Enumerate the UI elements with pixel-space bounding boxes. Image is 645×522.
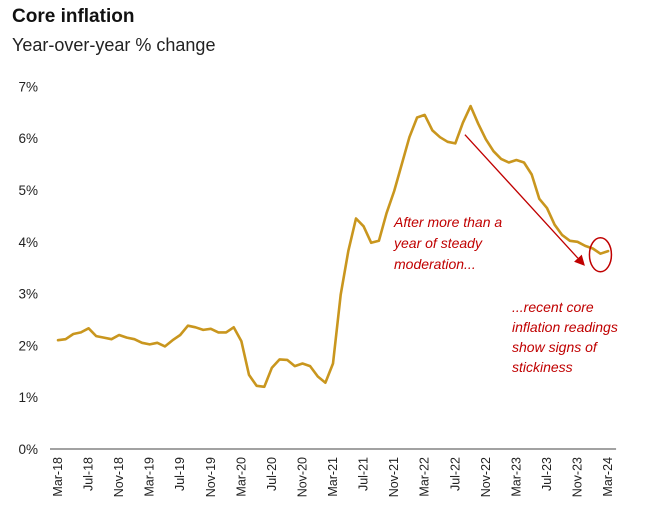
x-axis-ticks: Mar-18 Jul-18 Nov-18 Mar-19 Jul-19 Nov-19 Mar-… bbox=[51, 457, 615, 497]
y-tick-label: 4% bbox=[18, 235, 38, 250]
x-tick-label: Nov-20 bbox=[295, 457, 309, 497]
x-tick-label: Nov-19 bbox=[204, 457, 218, 497]
annotation-stickiness-text: show signs of bbox=[512, 339, 599, 355]
x-tick-label: Jul-18 bbox=[82, 457, 96, 491]
x-tick-label: Mar-22 bbox=[418, 457, 432, 497]
core-inflation-line bbox=[56, 104, 610, 389]
x-tick-label: Jul-20 bbox=[265, 457, 279, 491]
annotation-stickiness-text: stickiness bbox=[512, 359, 573, 375]
y-tick-label: 7% bbox=[18, 79, 38, 94]
x-tick-label: Nov-23 bbox=[571, 457, 585, 497]
x-tick-label: Jul-23 bbox=[540, 457, 554, 491]
x-tick-label: Nov-18 bbox=[112, 457, 126, 497]
y-axis-ticks: 0% 1% 2% 3% 4% 5% 6% 7% bbox=[18, 79, 38, 457]
annotation-moderation-text: moderation... bbox=[394, 256, 476, 272]
x-tick-label: Mar-23 bbox=[509, 457, 523, 497]
x-tick-label: Jul-21 bbox=[357, 457, 371, 491]
x-tick-label: Mar-21 bbox=[326, 457, 340, 497]
y-tick-label: 2% bbox=[18, 338, 38, 353]
highlight-ellipse bbox=[588, 236, 613, 273]
annotations: After more than a year of steady moderatio… bbox=[393, 134, 618, 375]
x-tick-label: Mar-18 bbox=[51, 457, 65, 497]
annotation-stickiness-text: ...recent core bbox=[512, 299, 594, 315]
y-tick-label: 1% bbox=[18, 390, 38, 405]
annotation-stickiness-text: inflation readings bbox=[512, 319, 618, 335]
chart-subtitle: Year-over-year % change bbox=[12, 35, 216, 55]
annotation-moderation-text: year of steady bbox=[393, 235, 483, 251]
x-tick-label: Mar-24 bbox=[601, 457, 615, 497]
x-tick-label: Jul-19 bbox=[173, 457, 187, 491]
x-tick-label: Mar-19 bbox=[143, 457, 157, 497]
y-tick-label: 3% bbox=[18, 287, 38, 302]
annotation-arrow bbox=[464, 134, 585, 266]
y-tick-label: 5% bbox=[18, 183, 38, 198]
x-tick-label: Jul-22 bbox=[448, 457, 462, 491]
annotation-moderation-text: After more than a bbox=[393, 214, 502, 230]
x-tick-label: Nov-21 bbox=[387, 457, 401, 497]
y-tick-label: 0% bbox=[18, 442, 38, 457]
chart-title: Core inflation bbox=[12, 6, 135, 27]
x-tick-label: Mar-20 bbox=[234, 457, 248, 497]
y-tick-label: 6% bbox=[18, 131, 38, 146]
x-tick-label: Nov-22 bbox=[479, 457, 493, 497]
